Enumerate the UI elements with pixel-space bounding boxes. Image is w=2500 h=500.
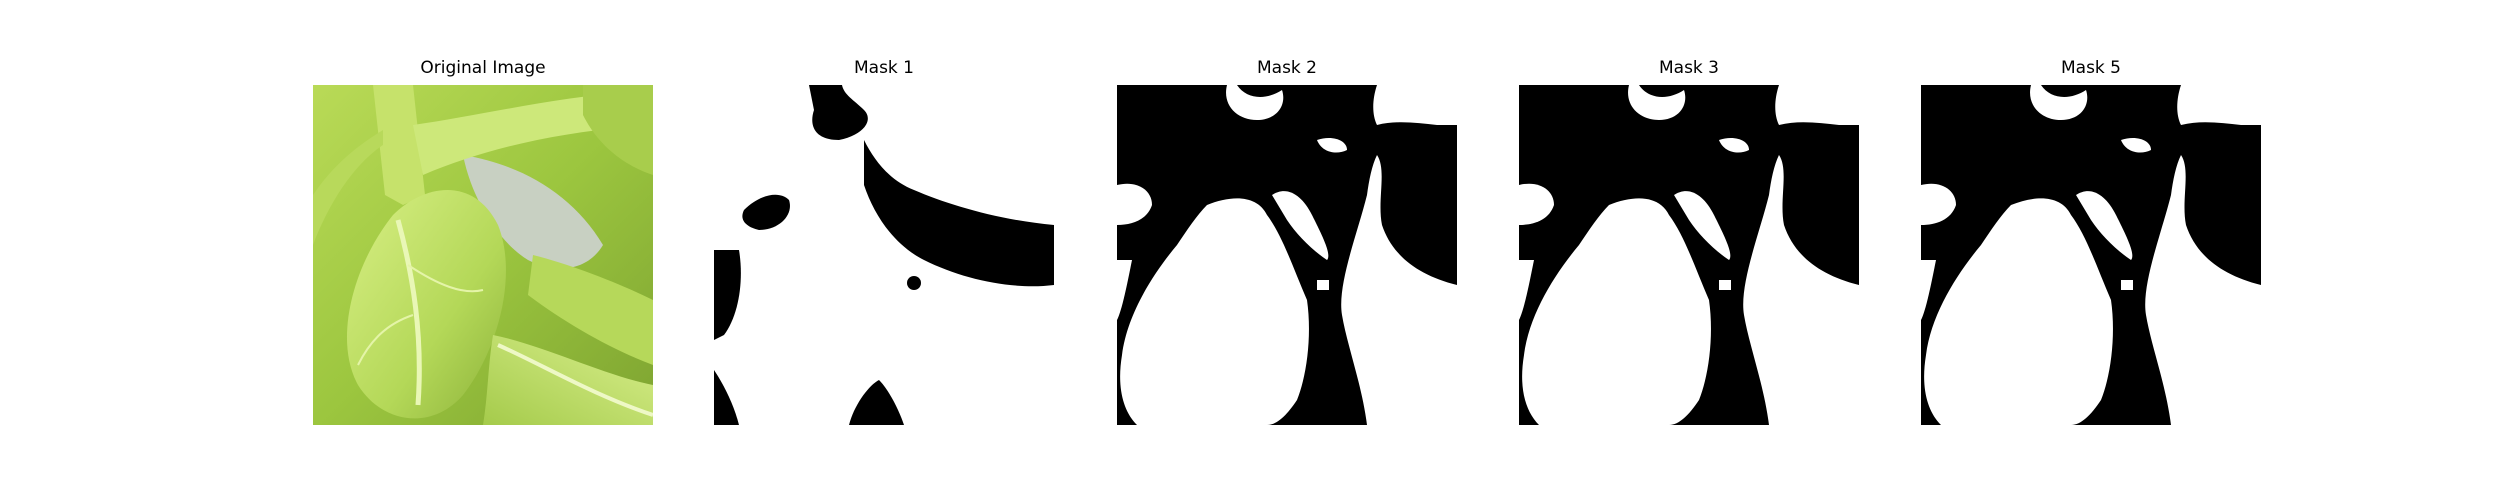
mask-region (1628, 85, 1686, 120)
stem-left (313, 130, 383, 245)
mask-region (1226, 85, 1284, 120)
stem-bundle (373, 85, 425, 205)
mask-region (2076, 191, 2133, 260)
mask-region (1921, 183, 1956, 225)
mask-region (1317, 280, 1329, 290)
mask-1-image (714, 85, 1054, 425)
mask-region (1117, 260, 1132, 320)
mask-region (2145, 155, 2261, 425)
mask-region (714, 370, 739, 425)
mask-region (1519, 260, 1534, 320)
panel-title: Mask 2 (1256, 58, 1317, 78)
mask-region (864, 140, 1054, 287)
mask-region (1921, 260, 1936, 320)
mask-region (1719, 280, 1731, 290)
mask-region (1743, 155, 1859, 425)
mask-region (1117, 183, 1152, 225)
lower-right-vein (497, 343, 653, 417)
top-right-leaf (583, 85, 653, 175)
mask-region (2121, 280, 2133, 290)
mask-region (2030, 85, 2088, 120)
mask-3-image (1519, 85, 1859, 425)
mask-region (1775, 85, 1859, 125)
main-leaf-vein (395, 219, 422, 406)
mask-region (1317, 138, 1347, 153)
mask-region (2121, 138, 2151, 153)
panel-title: Mask 3 (1658, 58, 1719, 78)
mask-region (1522, 198, 1711, 425)
mask-region (907, 276, 921, 290)
mask-region (1519, 183, 1554, 225)
mask-region (1674, 191, 1731, 260)
background-gap (463, 155, 603, 269)
mask-region (714, 250, 741, 340)
mask-5-image (1921, 85, 2261, 425)
mask-region (742, 194, 790, 230)
mask-region (1272, 191, 1329, 260)
mask-region (1120, 198, 1309, 425)
panel-title: Original Image (420, 58, 546, 78)
panel-title: Mask 5 (2060, 58, 2121, 78)
mask-region (809, 85, 868, 140)
right-leaf (528, 255, 653, 365)
mask-2-image (1117, 85, 1457, 425)
main-leaf-vein-2 (407, 264, 484, 293)
main-leaf-vein-3 (357, 314, 414, 366)
mask-region (1341, 155, 1457, 425)
mask-region (1719, 138, 1749, 153)
mask-region (1924, 198, 2113, 425)
mask-region (1373, 85, 1457, 125)
main-leaf (346, 190, 506, 419)
panel-title: Mask 1 (853, 58, 914, 78)
mask-region (2177, 85, 2261, 125)
mask-region (849, 380, 904, 425)
original-image (313, 85, 653, 425)
